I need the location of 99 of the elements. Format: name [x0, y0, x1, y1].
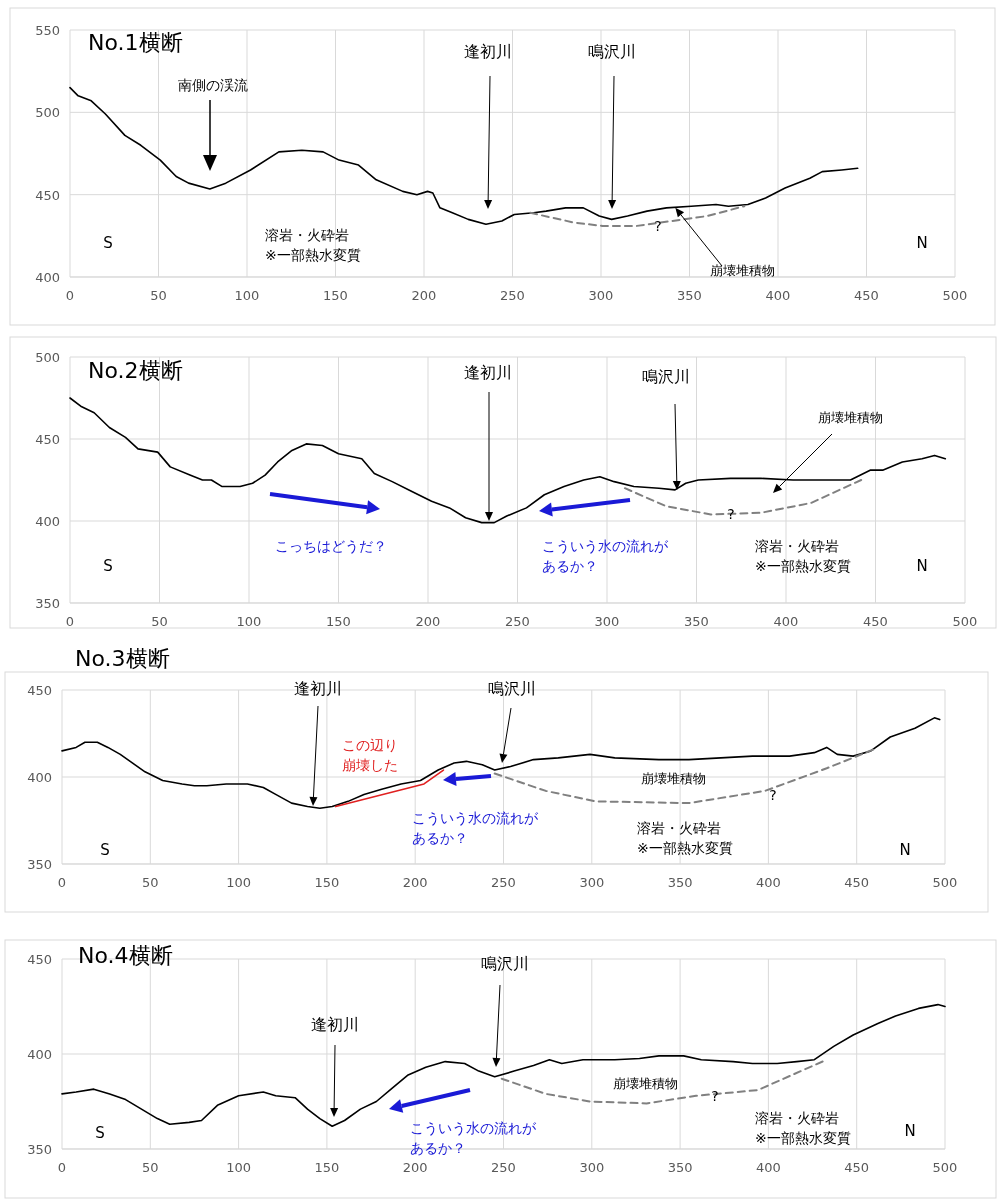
y-tick-label: 400 — [27, 1047, 52, 1062]
annotation: 逢初川 — [311, 1015, 359, 1034]
x-tick-label: 250 — [500, 288, 525, 303]
x-tick-label: 50 — [151, 614, 168, 629]
annotation: 南側の渓流 — [178, 77, 248, 93]
y-tick-label: 500 — [35, 105, 60, 121]
x-tick-label: 0 — [57, 875, 67, 890]
x-tick-label: 150 — [326, 614, 351, 629]
x-tick-label: 250 — [491, 875, 516, 890]
x-tick-label: 100 — [226, 875, 252, 890]
x-tick-label: 100 — [236, 614, 262, 629]
x-tick-label: 150 — [323, 288, 348, 303]
annotation: ? — [727, 506, 735, 522]
x-tick-label: 300 — [579, 1160, 605, 1175]
chart-title: No.3横断 — [75, 646, 170, 671]
x-tick-label: 100 — [226, 1160, 252, 1175]
x-tick-label: 150 — [314, 1160, 340, 1175]
x-tick-label: 200 — [402, 875, 428, 890]
x-tick-label: 500 — [952, 614, 978, 629]
annotation: N — [904, 1122, 916, 1140]
annotation: 崩壊堆積物 — [709, 263, 775, 278]
annotation: N — [899, 841, 911, 859]
x-tick-label: 350 — [677, 288, 702, 303]
annotation: S — [100, 841, 110, 859]
y-tick-label: 450 — [27, 952, 52, 967]
x-tick-label: 400 — [755, 875, 781, 890]
annotation: 溶岩・火砕岩 ※一部熱水変質 — [755, 1110, 851, 1147]
x-tick-label: 50 — [142, 875, 159, 890]
line-series — [493, 748, 876, 805]
x-tick-label: 400 — [755, 1160, 781, 1175]
x-tick-label: 250 — [505, 614, 530, 629]
y-tick-label: 450 — [35, 432, 60, 447]
annotation: 溶岩・火砕岩 ※一部熱水変質 — [755, 538, 851, 575]
y-tick-label: 400 — [35, 270, 60, 285]
chart-title: No.2横断 — [88, 358, 183, 383]
annotation: 崩壊堆積物 — [640, 771, 706, 786]
x-tick-label: 450 — [844, 875, 870, 890]
x-tick-label: 450 — [854, 288, 879, 303]
y-tick-label: 350 — [35, 596, 60, 611]
y-tick-label: 450 — [27, 683, 52, 698]
x-tick-label: 50 — [142, 1160, 159, 1175]
chart-title: No.1横断 — [88, 30, 183, 55]
annotation: ? — [711, 1088, 719, 1104]
y-tick-label: 400 — [27, 770, 52, 785]
x-tick-label: 500 — [932, 875, 958, 890]
x-tick-label: 200 — [415, 614, 441, 629]
y-tick-label: 350 — [27, 857, 52, 872]
x-tick-label: 300 — [579, 875, 605, 890]
x-tick-label: 450 — [863, 614, 888, 629]
line-series — [61, 717, 941, 810]
y-tick-label: 450 — [35, 187, 60, 203]
x-tick-label: 50 — [150, 288, 167, 303]
x-tick-label: 350 — [667, 1160, 693, 1175]
annotation: ? — [654, 218, 662, 234]
x-tick-label: 250 — [491, 1160, 516, 1175]
annotation: こういう水の流れがあるか？ — [542, 538, 669, 575]
annotation: ? — [769, 787, 777, 803]
x-tick-label: 200 — [411, 288, 437, 303]
x-tick-label: 400 — [773, 614, 799, 629]
annotation: 鳴沢川 — [588, 42, 636, 61]
annotation: こういう水の流れがあるか？ — [410, 1120, 537, 1157]
x-tick-label: 200 — [402, 1160, 428, 1175]
annotation: こっちはどうだ？ — [275, 538, 387, 554]
annotation: S — [95, 1124, 105, 1142]
annotation: 崩壊堆積物 — [817, 410, 883, 425]
y-tick-label: 350 — [27, 1142, 52, 1157]
x-tick-label: 0 — [57, 1160, 67, 1175]
annotation: 逢初川 — [464, 363, 512, 382]
x-tick-label: 100 — [234, 288, 260, 303]
annotation: こういう水の流れがあるか？ — [412, 810, 539, 847]
x-tick-label: 0 — [65, 614, 75, 629]
annotation: 崩壊堆積物 — [612, 1076, 678, 1091]
annotation: S — [103, 234, 113, 252]
annotation: 溶岩・火砕岩 ※一部熱水変質 — [265, 227, 361, 264]
x-tick-label: 400 — [765, 288, 791, 303]
annotation: 鳴沢川 — [488, 679, 536, 698]
annotation: 溶岩・火砕岩 ※一部熱水変質 — [637, 820, 733, 857]
annotation: 逢初川 — [464, 42, 512, 61]
y-tick-label: 400 — [35, 514, 60, 529]
x-tick-label: 350 — [667, 875, 693, 890]
annotation: 鳴沢川 — [481, 954, 529, 973]
x-tick-label: 350 — [684, 614, 709, 629]
x-tick-label: 300 — [594, 614, 620, 629]
x-tick-label: 300 — [588, 288, 614, 303]
y-tick-label: 550 — [35, 23, 60, 38]
x-tick-label: 450 — [844, 1160, 870, 1175]
y-tick-label: 500 — [35, 350, 60, 365]
line-series — [69, 397, 947, 524]
chart-title: No.4横断 — [78, 943, 173, 968]
annotation: この辺り崩壊した — [342, 737, 398, 774]
annotation: N — [916, 234, 928, 252]
annotation: 逢初川 — [294, 679, 342, 698]
x-tick-label: 500 — [932, 1160, 958, 1175]
x-tick-label: 150 — [314, 875, 340, 890]
annotation: 鳴沢川 — [642, 367, 690, 386]
annotation: N — [916, 557, 928, 575]
annotation: S — [103, 557, 113, 575]
x-tick-label: 0 — [65, 288, 75, 303]
x-tick-label: 500 — [942, 288, 968, 303]
